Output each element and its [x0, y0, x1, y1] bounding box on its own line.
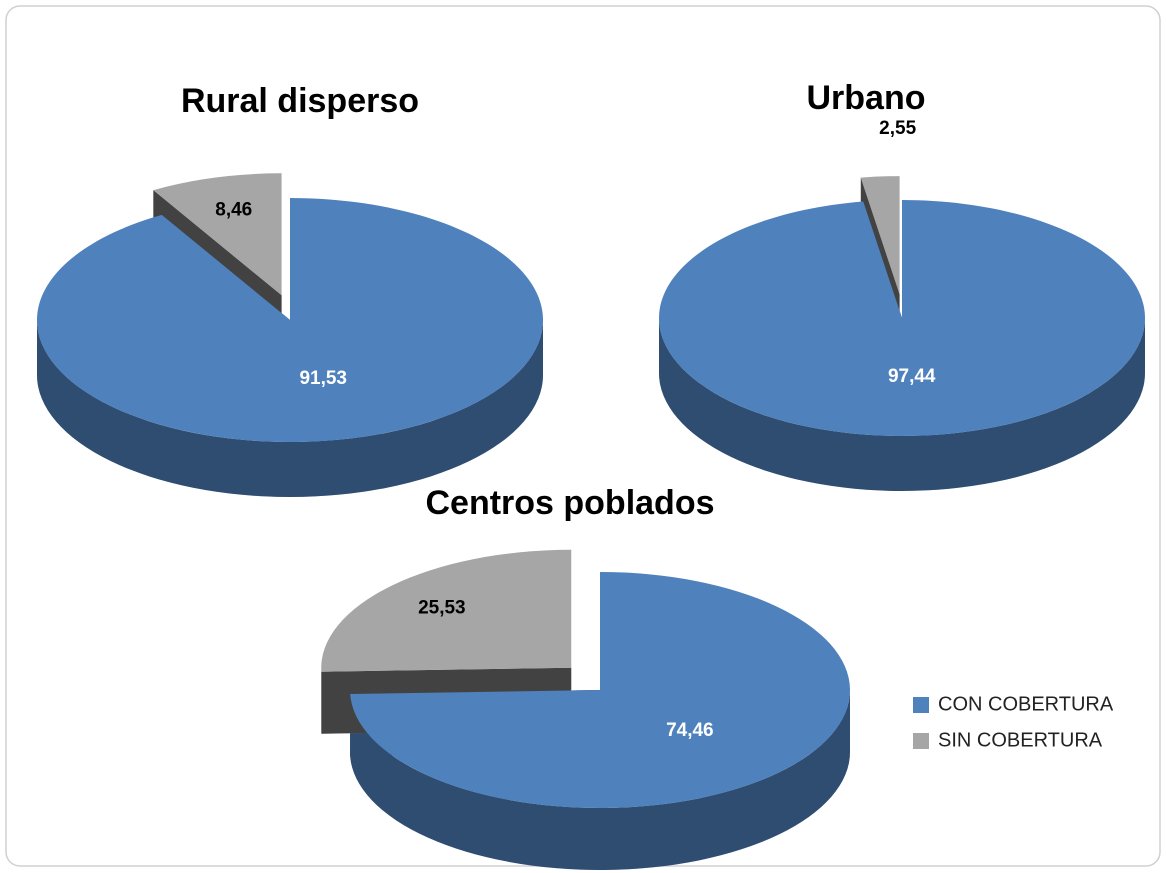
pie-side: [659, 318, 1145, 491]
chart-title: Rural disperso: [181, 82, 419, 120]
data-label: 2,55: [879, 118, 916, 139]
data-label: 8,46: [215, 200, 252, 221]
legend-label: SIN COBERTURA: [938, 729, 1103, 751]
data-label: 91,53: [299, 368, 347, 389]
pie-slice: [350, 572, 851, 808]
legend-swatch: [913, 697, 929, 713]
data-label: 25,53: [418, 598, 466, 619]
pie-slice: [658, 200, 1145, 436]
pie-side-shade: [350, 690, 850, 870]
pie-side-shade: [659, 318, 1145, 491]
legend-label: CON COBERTURA: [938, 693, 1114, 715]
legend-swatch: [913, 733, 929, 749]
data-label: 97,44: [888, 366, 936, 387]
data-label: 74,46: [666, 720, 714, 741]
pie-slice: [321, 549, 572, 672]
pie-slice: [860, 176, 900, 295]
pie-side-shade: [37, 320, 543, 497]
pie-slice: [153, 173, 282, 296]
chart-title: Urbano: [807, 79, 926, 117]
chart-title: Centros poblados: [425, 484, 714, 522]
pie-slice: [36, 198, 543, 442]
pie-side: [37, 320, 543, 497]
pie-side: [350, 690, 850, 870]
